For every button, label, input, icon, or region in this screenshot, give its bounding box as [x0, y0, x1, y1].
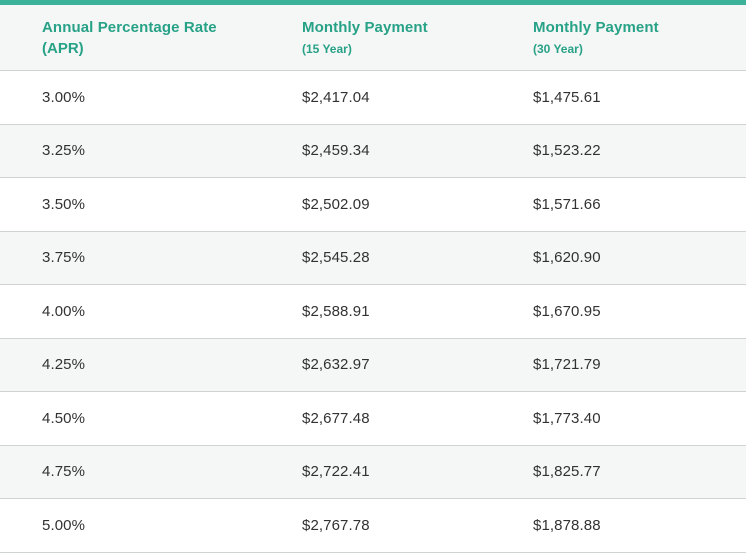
column-header-sublabel: (15 Year) [302, 42, 352, 56]
cell-payment-15yr: $2,502.09 [302, 195, 370, 213]
table-body: 3.00% $2,417.04 $1,475.61 3.25% $2,459.3… [0, 71, 746, 553]
cell-payment-30yr: $1,571.66 [533, 195, 601, 213]
cell-payment-30yr: $1,670.95 [533, 302, 601, 320]
table-row: 5.00% $2,767.78 $1,878.88 [0, 499, 746, 553]
cell-apr: 4.50% [42, 409, 86, 427]
cell-payment-15yr: $2,677.48 [302, 409, 370, 427]
table-row: 3.75% $2,545.28 $1,620.90 [0, 231, 746, 285]
cell-apr: 3.00% [42, 88, 86, 106]
cell-payment-15yr: $2,722.41 [302, 463, 370, 481]
cell-payment-15yr: $2,545.28 [302, 249, 370, 267]
accent-top-border [0, 0, 746, 5]
cell-payment-15yr: $2,459.34 [302, 142, 370, 160]
column-header-label: Monthly Payment [533, 19, 659, 36]
cell-apr: 4.00% [42, 302, 86, 320]
cell-apr: 5.00% [42, 516, 86, 534]
cell-apr: 3.25% [42, 142, 86, 160]
cell-payment-15yr: $2,767.78 [302, 516, 370, 534]
column-header-label: Annual Percentage Rate [42, 19, 217, 36]
table-row: 3.25% $2,459.34 $1,523.22 [0, 124, 746, 178]
cell-payment-30yr: $1,878.88 [533, 516, 601, 534]
cell-payment-30yr: $1,523.22 [533, 142, 601, 160]
table-row: 3.00% $2,417.04 $1,475.61 [0, 71, 746, 125]
cell-payment-30yr: $1,825.77 [533, 463, 601, 481]
column-header-label: Monthly Payment [302, 19, 428, 36]
column-header-sublabel: (30 Year) [533, 42, 583, 56]
cell-payment-15yr: $2,588.91 [302, 302, 370, 320]
cell-payment-15yr: $2,632.97 [302, 356, 370, 374]
column-header-payment-30yr: Monthly Payment (30 Year) [533, 18, 746, 70]
cell-apr: 4.25% [42, 356, 86, 374]
table-row: 4.75% $2,722.41 $1,825.77 [0, 445, 746, 499]
table-row: 3.50% $2,502.09 $1,571.66 [0, 178, 746, 232]
cell-payment-30yr: $1,721.79 [533, 356, 601, 374]
cell-apr: 3.75% [42, 249, 86, 267]
column-header-apr: Annual Percentage Rate (APR) [0, 18, 302, 70]
cell-apr: 4.75% [42, 463, 86, 481]
column-header-payment-15yr: Monthly Payment (15 Year) [302, 18, 533, 70]
table-header-row: Annual Percentage Rate (APR) Monthly Pay… [0, 5, 746, 71]
cell-payment-30yr: $1,475.61 [533, 88, 601, 106]
table-row: 4.50% $2,677.48 $1,773.40 [0, 392, 746, 446]
table-row: 4.00% $2,588.91 $1,670.95 [0, 285, 746, 339]
cell-payment-30yr: $1,773.40 [533, 409, 601, 427]
column-header-sublabel: (APR) [42, 40, 84, 57]
table-row: 4.25% $2,632.97 $1,721.79 [0, 338, 746, 392]
cell-payment-30yr: $1,620.90 [533, 249, 601, 267]
cell-apr: 3.50% [42, 195, 86, 213]
cell-payment-15yr: $2,417.04 [302, 88, 370, 106]
